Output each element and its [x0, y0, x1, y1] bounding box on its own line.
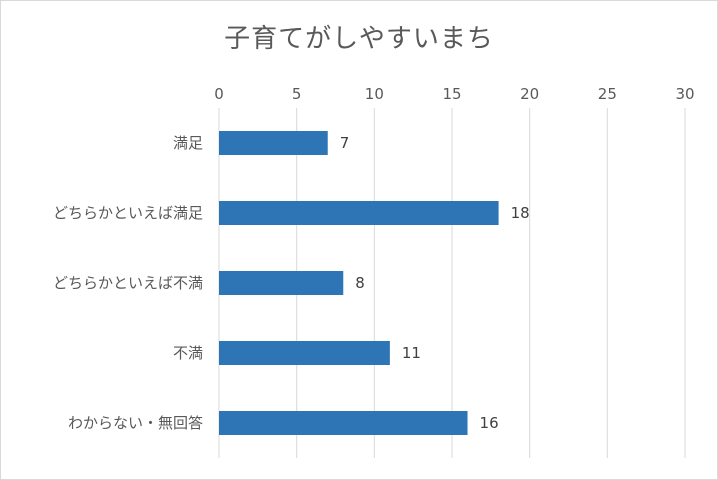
x-tick-label: 10: [365, 85, 384, 103]
data-label: 7: [340, 134, 350, 152]
x-tick-label: 25: [598, 85, 617, 103]
x-tick-label: 20: [520, 85, 539, 103]
bars: [219, 131, 499, 435]
category-label: 不満: [173, 344, 203, 362]
bar: [219, 271, 344, 295]
x-tick-label: 15: [442, 85, 461, 103]
category-label: 満足: [173, 134, 203, 152]
category-label: わからない・無回答: [68, 414, 203, 432]
bar: [219, 131, 328, 155]
grid-lines: [218, 108, 686, 458]
bar: [219, 201, 499, 225]
x-tick-label: 0: [214, 85, 224, 103]
x-tick-label: 5: [292, 85, 302, 103]
x-axis-ticks: 0 5 10 15 20 25 30: [214, 85, 694, 103]
bar: [219, 411, 468, 435]
chart-title: 子育てがしやすいまち: [224, 24, 494, 54]
data-label: 16: [480, 414, 499, 432]
category-label: どちらかといえば不満: [53, 274, 203, 292]
data-label: 8: [355, 274, 365, 292]
bar: [219, 341, 390, 365]
data-label: 11: [402, 344, 421, 362]
x-tick-label: 30: [675, 85, 694, 103]
category-label: どちらかといえば満足: [53, 204, 203, 222]
data-labels: 7 18 8 11 16: [340, 134, 530, 432]
data-label: 18: [511, 204, 530, 222]
